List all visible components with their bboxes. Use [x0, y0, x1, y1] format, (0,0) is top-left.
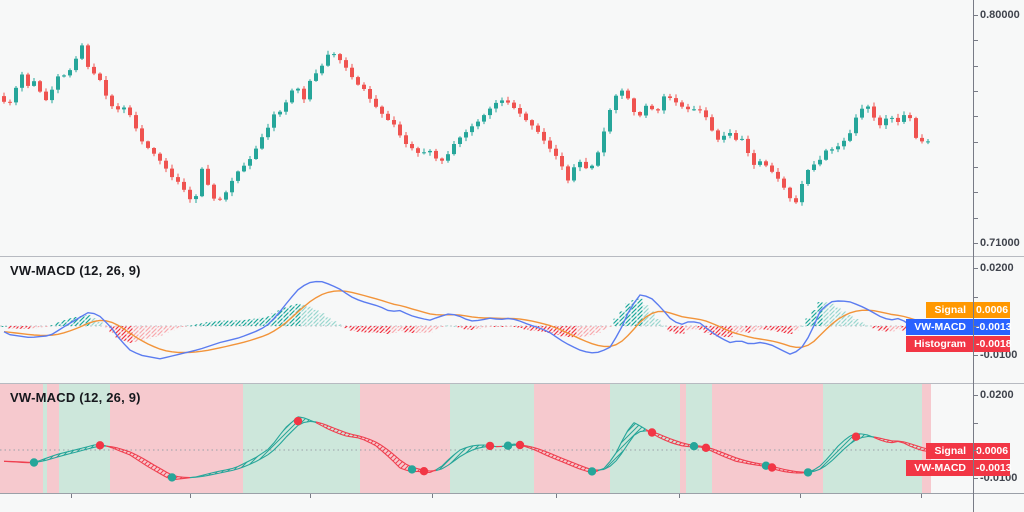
axis-tick — [973, 243, 978, 244]
price-pane[interactable] — [0, 0, 1024, 256]
price-axis-label-top: 0.80000 — [980, 9, 1020, 21]
sell-dot — [515, 440, 525, 450]
time-axis[interactable] — [0, 494, 1024, 512]
sell-dot — [851, 432, 861, 441]
axis-tick — [973, 192, 978, 194]
sell-dot — [293, 416, 303, 426]
buy-dot — [29, 458, 39, 467]
time-tick — [679, 494, 680, 498]
badge-label: Signal — [934, 304, 966, 316]
signal-pane-title: VW-MACD (12, 26, 9) — [10, 390, 141, 405]
ribbon-axis-label-top: 0.0200 — [980, 389, 1014, 401]
sell-dot — [95, 441, 105, 450]
axis-tick — [973, 116, 978, 118]
buy-dot — [503, 441, 513, 450]
buy-dot — [587, 467, 597, 476]
time-tick — [800, 494, 801, 498]
sell-dot — [647, 428, 657, 437]
macd-pane-title: VW-MACD (12, 26, 9) — [10, 263, 141, 278]
axis-tick — [973, 297, 978, 298]
axis-tick — [973, 141, 978, 143]
vw-macd-value-badge: VW-MACD -0.0013 — [906, 460, 1012, 476]
axis-tick — [973, 65, 978, 67]
badge-label: VW-MACD — [914, 321, 966, 333]
time-tick — [310, 494, 311, 498]
signal-value-badge: Signal 0.0006 — [926, 302, 1010, 318]
pane-separator[interactable] — [0, 383, 1024, 384]
pane-separator[interactable] — [0, 256, 1024, 257]
sell-dot — [701, 443, 711, 452]
macd-axis-label-top: 0.0200 — [980, 262, 1014, 274]
axis-tick — [973, 395, 978, 396]
axis-tick — [973, 450, 978, 452]
sell-dot — [419, 467, 429, 476]
badge-value: 0.0006 — [976, 445, 1009, 457]
axis-tick — [973, 478, 978, 479]
axis-tick — [973, 326, 978, 327]
sell-dot — [767, 463, 777, 472]
badge-value: -0.0013 — [976, 462, 1012, 474]
buy-dot — [689, 442, 699, 451]
axis-tick — [973, 167, 978, 168]
time-tick — [432, 494, 433, 498]
badge-value: -0.0018 — [976, 338, 1012, 350]
axis-tick — [973, 15, 978, 16]
badge-label: VW-MACD — [914, 462, 966, 474]
badge-label: Signal — [934, 445, 966, 457]
time-tick — [190, 494, 191, 498]
price-axis[interactable] — [973, 0, 974, 512]
time-tick — [71, 494, 72, 498]
time-axis-border — [0, 493, 1024, 494]
axis-tick — [973, 91, 978, 92]
time-tick — [556, 494, 557, 498]
axis-tick — [973, 355, 978, 356]
signal-value-badge: Signal 0.0006 — [926, 443, 1010, 459]
macd-ribbon-pane[interactable] — [0, 384, 1024, 493]
sell-dot — [485, 441, 495, 451]
axis-tick — [973, 268, 978, 269]
vw-macd-value-badge: VW-MACD -0.0013 — [906, 319, 1012, 335]
macd-axis-label-bottom: -0.0100 — [980, 349, 1018, 361]
buy-dot — [407, 465, 417, 474]
time-tick — [921, 494, 922, 498]
histogram-value-badge: Histogram -0.0018 — [906, 336, 1012, 352]
macd-pane[interactable] — [0, 257, 1024, 383]
axis-tick — [973, 40, 978, 42]
badge-value: 0.0006 — [976, 304, 1009, 316]
buy-dot — [803, 468, 813, 477]
price-axis-label-bottom: 0.71000 — [980, 237, 1020, 249]
axis-tick — [973, 217, 978, 219]
buy-dot — [167, 473, 177, 482]
badge-label: Histogram — [914, 338, 966, 350]
axis-tick — [973, 422, 978, 424]
badge-value: -0.0013 — [976, 321, 1012, 333]
